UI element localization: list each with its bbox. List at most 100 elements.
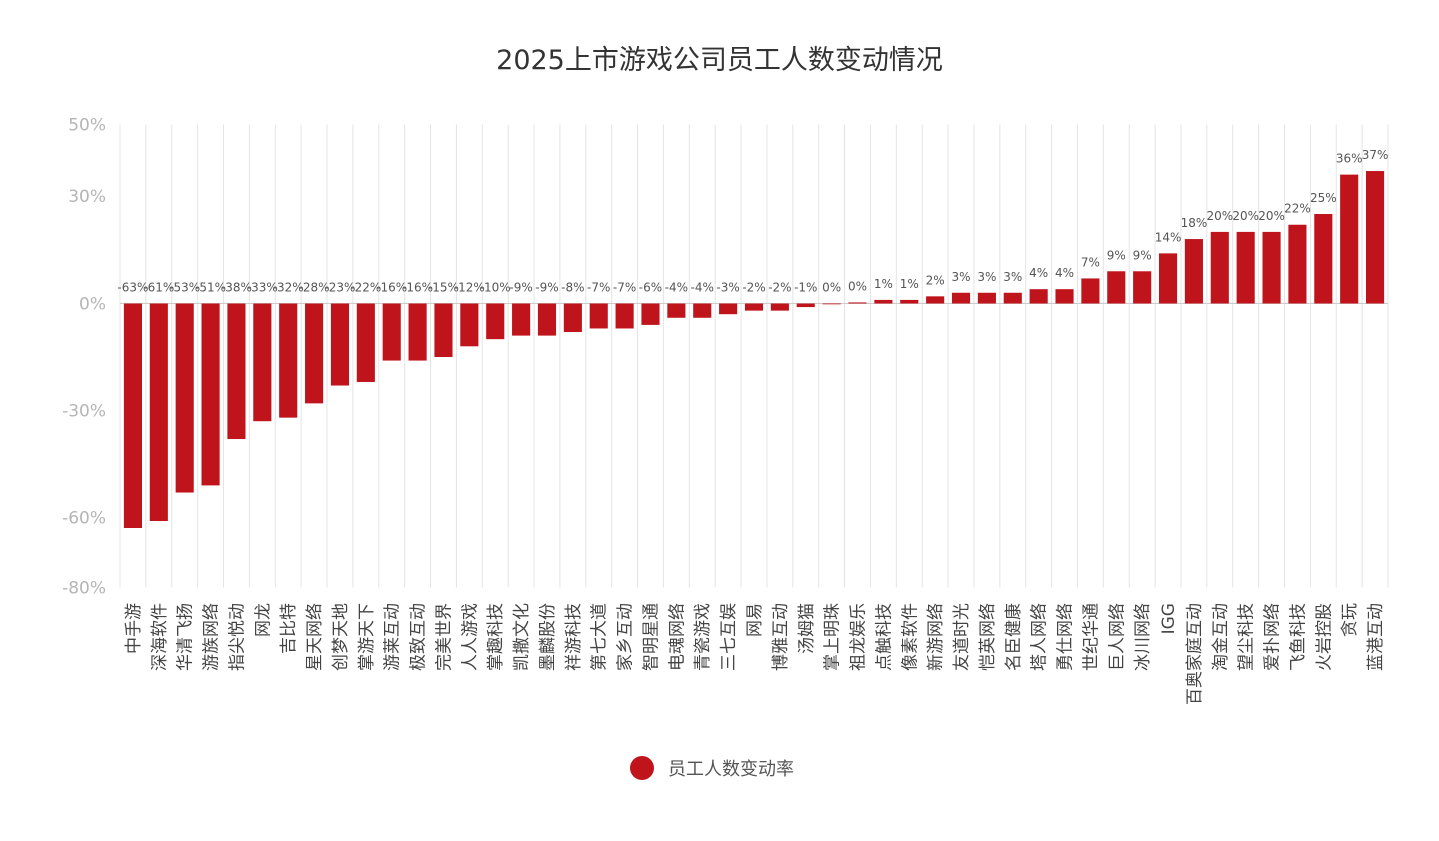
bar	[1081, 278, 1100, 304]
x-tick-label: 电魂网络	[667, 603, 687, 671]
x-tick-label: 新游网络	[926, 603, 946, 671]
x-tick-label: 世纪华通	[1081, 603, 1101, 671]
x-tick-label: 人人游戏	[460, 603, 480, 671]
bars	[123, 171, 1385, 528]
data-label: -7%	[587, 281, 610, 295]
chart-title: 2025上市游戏公司员工人数变动情况	[496, 45, 943, 76]
bar	[589, 303, 608, 329]
x-tick-label: 恺英网络	[978, 603, 998, 671]
legend[interactable]: 员工人数变动率	[630, 755, 794, 781]
data-label: 22%	[1284, 202, 1311, 216]
x-tick-label: 游族网络	[202, 603, 222, 671]
bar	[848, 302, 867, 304]
bar	[667, 303, 686, 318]
x-tick-label: 像素软件	[900, 603, 920, 671]
data-label: -53%	[169, 281, 200, 295]
data-label: 2%	[926, 273, 945, 287]
x-tick-label: 博雅互动	[771, 603, 791, 671]
bar	[822, 303, 841, 305]
x-tick-label: 塔人网络	[1030, 603, 1050, 671]
bar	[744, 303, 764, 311]
x-tick-label: 深海软件	[150, 603, 170, 671]
data-label: -33%	[247, 281, 278, 295]
bar	[356, 303, 375, 382]
x-tick-label: 青瓷游戏	[693, 603, 713, 671]
y-tick-label: 50%	[68, 116, 106, 136]
x-tick-label: 指尖悦动	[227, 603, 247, 671]
x-tick-label: 爱扑网络	[1263, 603, 1283, 671]
data-label: -10%	[480, 281, 511, 295]
bar	[951, 292, 971, 304]
data-label: 14%	[1155, 230, 1182, 244]
data-label: 3%	[977, 270, 996, 284]
x-tick-label: 飞鱼科技	[1288, 603, 1308, 671]
x-tick-label: 凯撒文化	[512, 603, 532, 671]
x-tick-label: 极致互动	[409, 603, 429, 671]
bar	[408, 303, 427, 361]
bar	[900, 299, 919, 304]
data-label: -32%	[273, 281, 304, 295]
data-label: -63%	[117, 281, 148, 295]
bar	[615, 303, 634, 329]
bar	[1236, 231, 1255, 304]
bar	[719, 303, 738, 315]
data-label: -9%	[509, 281, 532, 295]
x-tick-label: 华清飞扬	[176, 603, 196, 671]
bar	[1158, 253, 1178, 304]
data-label: 7%	[1081, 255, 1100, 269]
data-label: 25%	[1310, 191, 1337, 205]
bar	[512, 303, 531, 336]
data-label: -61%	[143, 281, 174, 295]
data-label: -28%	[299, 281, 330, 295]
bar	[460, 303, 479, 347]
x-tick-label: 淘金互动	[1211, 603, 1231, 671]
x-tick-label: 冰川网络	[1133, 603, 1153, 671]
bar	[227, 303, 246, 440]
bar	[382, 303, 401, 361]
x-tick-label: 网易	[745, 603, 765, 637]
y-tick-label: 30%	[68, 187, 106, 207]
x-tick-label: 点触科技	[874, 603, 894, 671]
data-label: 18%	[1181, 216, 1208, 230]
data-label: 37%	[1362, 148, 1389, 162]
y-tick-label: -60%	[62, 509, 106, 529]
bar	[1262, 231, 1281, 304]
bar	[1210, 231, 1229, 304]
x-tick-label: 掌上明珠	[823, 603, 843, 671]
x-tick-label: 友道时光	[952, 603, 972, 671]
legend-marker-icon	[630, 756, 654, 780]
x-tick-label: 巨人网络	[1107, 603, 1127, 671]
data-label: -6%	[639, 281, 662, 295]
data-label: -3%	[716, 281, 739, 295]
x-tick-label: 吉比特	[279, 603, 299, 654]
x-tick-label: 三七互娱	[719, 603, 739, 671]
bar	[770, 303, 789, 311]
bar	[563, 303, 582, 333]
y-tick-label: -80%	[62, 579, 106, 599]
bar	[253, 303, 272, 422]
x-tick-label: 火岩控股	[1314, 603, 1334, 671]
x-tick-label: 第七大道	[590, 603, 610, 671]
x-tick-label: IGG	[1159, 603, 1179, 634]
data-label: -4%	[665, 281, 688, 295]
x-tick-label: 家乡互动	[616, 603, 636, 671]
bar	[1366, 171, 1385, 304]
x-tick-label: 勇仕网络	[1056, 603, 1076, 671]
data-label: 1%	[900, 277, 919, 291]
data-label: 3%	[951, 270, 970, 284]
data-label: -12%	[454, 281, 485, 295]
data-label: -15%	[428, 281, 459, 295]
bar	[977, 292, 996, 304]
bar	[1003, 292, 1022, 304]
bar	[279, 303, 298, 418]
data-label: 4%	[1029, 266, 1048, 280]
data-label: -8%	[561, 281, 584, 295]
legend-label: 员工人数变动率	[668, 759, 794, 780]
bar	[434, 303, 453, 357]
y-tick-label: 0%	[79, 295, 106, 315]
bar	[1340, 174, 1359, 304]
bar	[1107, 271, 1126, 304]
bar	[330, 303, 350, 386]
x-tick-label: 百奥家庭互动	[1185, 603, 1205, 705]
